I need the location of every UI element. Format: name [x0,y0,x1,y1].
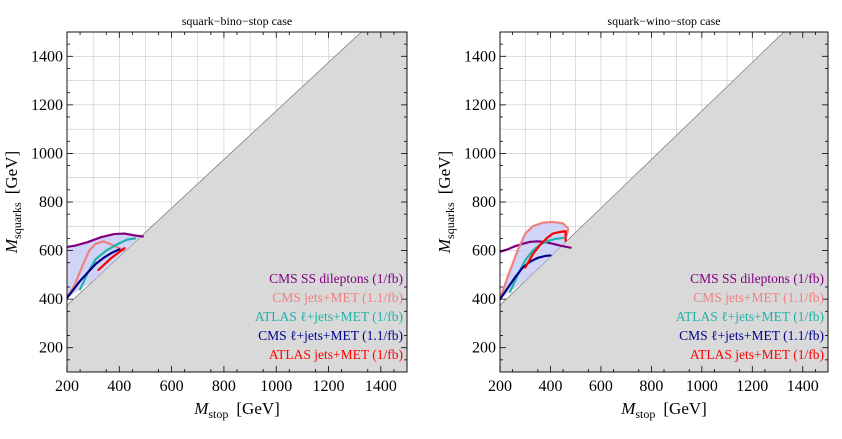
y-axis-label: Msquarks[GeV] [2,151,24,254]
series-line-2 [67,240,126,300]
x-tick-label: 400 [538,378,562,395]
chart-panel-2: squark−wino−stop case 200 400 600 800 1000 120… [435,14,829,421]
x-axis-label: Mstop [GeV] [193,399,280,421]
series-line-5 [97,247,126,272]
x-tick-label: 600 [160,378,184,395]
y-tick-label: 600 [472,243,496,260]
x-tick-label: 1400 [787,378,819,395]
series-line-1 [500,240,572,253]
excluded-region [67,32,407,372]
legend-entry-5: ATLAS jets+MET (1/fb) [269,347,403,362]
y-tick-label: 200 [472,340,496,357]
y-tick-label: 1400 [464,48,496,65]
plot-area [67,32,407,372]
y-tick-label: 200 [39,340,63,357]
series-line-5 [524,230,567,269]
y-tick-label: 1000 [31,145,63,162]
x-tick-label: 1000 [686,378,718,395]
x-tick-label: 200 [55,378,79,395]
chart-panel-1: squark−bino−stop case 200 400 600 800 1000 120… [2,14,408,421]
legend-entry-5: ATLAS jets+MET (1/fb) [690,347,824,362]
y-tick-label: 400 [39,291,63,308]
legend-entry-1: CMS SS dileptons (1/fb) [690,271,824,286]
x-tick-label: 600 [589,378,613,395]
excluded-region [500,32,828,372]
legend-entry-2: CMS jets+MET (1.1/fb) [272,290,403,305]
series-line-1 [67,232,144,249]
x-axis-label: Mstop [GeV] [620,399,707,421]
x-tick-label: 1400 [365,378,397,395]
y-tick-label: 800 [39,194,63,211]
chart-title: squark−bino−stop case [182,14,293,28]
y-axis-label: Msquarks[GeV] [435,151,457,254]
series-line-2 [500,220,570,301]
legend-entry-4: CMS ℓ+jets+MET (1.1/fb) [679,328,824,343]
x-tick-label: 800 [212,378,236,395]
legend-entry-3: ATLAS ℓ+jets+MET (1/fb) [255,309,403,324]
x-tick-label: 1000 [260,378,292,395]
y-tick-label: 1000 [464,145,496,162]
legend-entry-2: CMS jets+MET (1.1/fb) [693,290,824,305]
series-line-4 [67,248,121,300]
legend-entry-1: CMS SS dileptons (1/fb) [269,271,403,286]
x-tick-label: 400 [107,378,131,395]
y-tick-label: 400 [472,291,496,308]
chart-title: squark−wino−stop case [607,14,720,28]
legend-entry-3: ATLAS ℓ+jets+MET (1/fb) [676,309,824,324]
y-tick-label: 1200 [31,97,63,114]
x-tick-label: 800 [639,378,663,395]
x-tick-label: 200 [488,378,512,395]
plot-area [500,32,828,372]
legend-entry-4: CMS ℓ+jets+MET (1.1/fb) [258,328,403,343]
y-tick-label: 600 [39,243,63,260]
y-tick-label: 800 [472,194,496,211]
y-tick-label: 1400 [31,48,63,65]
x-tick-label: 1200 [736,378,768,395]
x-tick-label: 1200 [313,378,345,395]
y-tick-label: 1200 [464,97,496,114]
